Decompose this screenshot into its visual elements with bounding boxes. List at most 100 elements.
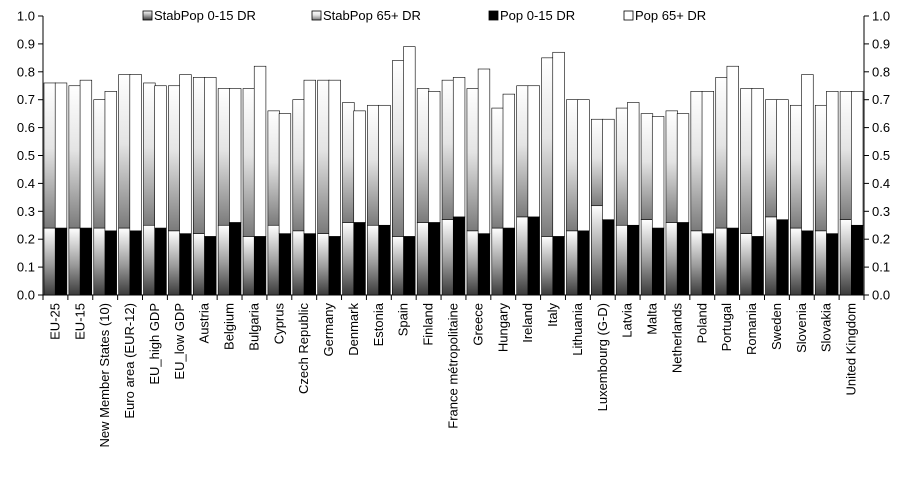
bar-pop-65-dr bbox=[577, 99, 590, 232]
bar-stabpop-65-dr bbox=[267, 110, 280, 226]
y-tick-label-right: 0.0 bbox=[872, 288, 890, 303]
category-label: Italy bbox=[545, 303, 560, 327]
category-label: Luxembourg (G-D) bbox=[595, 303, 610, 411]
category-label: EU-15 bbox=[72, 303, 87, 340]
bar-stabpop-65-dr bbox=[342, 102, 355, 223]
bar-stabpop-0-15-dr bbox=[143, 224, 156, 296]
bar-stabpop-65-dr bbox=[292, 99, 305, 232]
bar-pop-65-dr bbox=[378, 104, 391, 226]
bar-pop-0-15-dr bbox=[154, 227, 167, 296]
y-tick-label-right: 0.9 bbox=[872, 36, 890, 51]
bar-pop-65-dr bbox=[104, 91, 117, 232]
legend-swatch-0 bbox=[142, 10, 153, 21]
bar-stabpop-0-15-dr bbox=[615, 224, 629, 296]
bar-pop-0-15-dr bbox=[552, 236, 565, 296]
bar-stabpop-65-dr bbox=[690, 91, 703, 232]
bar-stabpop-65-dr bbox=[168, 85, 181, 232]
bar-pop-65-dr bbox=[801, 74, 814, 232]
bar-stabpop-0-15-dr bbox=[367, 224, 380, 296]
bar-pop-0-15-dr bbox=[751, 236, 764, 296]
bar-stabpop-0-15-dr bbox=[491, 227, 504, 296]
y-tick-label-left: 0.3 bbox=[17, 204, 35, 219]
y-tick-label-left: 0.5 bbox=[17, 148, 35, 163]
y-tick-label-left: 0.7 bbox=[17, 92, 35, 107]
category-label: Finland bbox=[421, 303, 436, 346]
bar-pop-0-15-dr bbox=[651, 227, 665, 296]
bar-pop-0-15-dr bbox=[353, 222, 366, 296]
bar-stabpop-0-15-dr bbox=[566, 230, 579, 296]
bar-stabpop-0-15-dr bbox=[740, 233, 753, 296]
y-tick-label-right: 0.1 bbox=[872, 260, 890, 275]
bar-stabpop-0-15-dr bbox=[43, 227, 56, 296]
bar-stabpop-65-dr bbox=[665, 110, 678, 223]
bar-pop-65-dr bbox=[701, 91, 715, 234]
category-label: Denmark bbox=[346, 303, 361, 356]
category-label: Poland bbox=[694, 303, 709, 343]
bar-stabpop-65-dr bbox=[367, 104, 380, 226]
bar-pop-65-dr bbox=[651, 116, 665, 229]
bar-pop-65-dr bbox=[54, 82, 68, 229]
bar-stabpop-65-dr bbox=[317, 79, 330, 234]
bar-pop-65-dr bbox=[428, 91, 441, 223]
bar-pop-0-15-dr bbox=[179, 233, 192, 296]
bar-pop-0-15-dr bbox=[577, 230, 590, 296]
legend-swatch-2 bbox=[488, 10, 499, 21]
bar-stabpop-65-dr bbox=[566, 99, 579, 232]
y-tick-label-right: 0.7 bbox=[872, 92, 890, 107]
category-label: Spain bbox=[396, 303, 411, 336]
bar-stabpop-65-dr bbox=[392, 60, 405, 237]
category-label: France métropolitaine bbox=[446, 303, 461, 429]
bar-pop-65-dr bbox=[826, 91, 839, 234]
bar-pop-0-15-dr bbox=[676, 222, 690, 296]
bar-pop-0-15-dr bbox=[278, 233, 292, 296]
bar-stabpop-65-dr bbox=[790, 104, 803, 229]
y-tick-label-right: 0.6 bbox=[872, 120, 890, 135]
category-label: Belgium bbox=[222, 303, 237, 350]
bar-stabpop-0-15-dr bbox=[242, 236, 256, 296]
bar-stabpop-65-dr bbox=[541, 57, 554, 237]
bar-stabpop-0-15-dr bbox=[516, 216, 529, 296]
bar-pop-65-dr bbox=[527, 85, 540, 218]
bar-stabpop-65-dr bbox=[839, 91, 853, 220]
bar-pop-0-15-dr bbox=[726, 227, 739, 296]
category-label: Malta bbox=[645, 302, 660, 335]
bar-stabpop-0-15-dr bbox=[292, 230, 305, 296]
bar-stabpop-0-15-dr bbox=[93, 227, 106, 296]
bar-stabpop-65-dr bbox=[217, 88, 231, 226]
bar-stabpop-0-15-dr bbox=[814, 230, 828, 296]
y-tick-label-left: 0.1 bbox=[17, 260, 35, 275]
y-tick-label-left: 0.0 bbox=[17, 288, 35, 303]
y-tick-label-right: 0.5 bbox=[872, 148, 890, 163]
bar-pop-65-dr bbox=[552, 51, 565, 237]
bar-pop-0-15-dr bbox=[328, 236, 341, 296]
category-label: Lithuania bbox=[570, 302, 585, 356]
bar-stabpop-0-15-dr bbox=[416, 222, 430, 296]
bar-stabpop-65-dr bbox=[192, 77, 206, 234]
category-label: Estonia bbox=[371, 302, 386, 346]
category-label: Ireland bbox=[520, 303, 535, 343]
category-label: Hungary bbox=[495, 303, 510, 353]
category-label: Bulgaria bbox=[246, 302, 261, 350]
bar-pop-0-15-dr bbox=[701, 233, 715, 296]
y-tick-label-right: 1.0 bbox=[872, 9, 890, 24]
bar-pop-65-dr bbox=[253, 65, 267, 237]
bar-stabpop-65-dr bbox=[143, 82, 156, 226]
bar-stabpop-0-15-dr bbox=[839, 219, 853, 296]
bar-pop-0-15-dr bbox=[104, 230, 117, 296]
category-label: Cyprus bbox=[271, 303, 286, 345]
bar-pop-65-dr bbox=[179, 74, 192, 234]
y-tick-label-right: 0.3 bbox=[872, 204, 890, 219]
bar-stabpop-0-15-dr bbox=[640, 219, 654, 296]
bar-stabpop-0-15-dr bbox=[217, 224, 231, 296]
category-label: Germany bbox=[321, 303, 336, 357]
category-label: EU-25 bbox=[47, 303, 62, 340]
bar-pop-0-15-dr bbox=[378, 224, 391, 296]
bar-pop-65-dr bbox=[278, 113, 292, 234]
bar-pop-0-15-dr bbox=[229, 222, 242, 296]
y-tick-label-left: 0.6 bbox=[17, 120, 35, 135]
bar-pop-0-15-dr bbox=[403, 236, 416, 296]
bar-pop-0-15-dr bbox=[54, 227, 68, 296]
bar-pop-65-dr bbox=[851, 91, 864, 226]
axes: 0.0 0.0 0.1 0.1 0.2 0.2 0.3 0.3 0.4 0.4 0.5 0.5 0.6 0… bbox=[17, 9, 890, 303]
